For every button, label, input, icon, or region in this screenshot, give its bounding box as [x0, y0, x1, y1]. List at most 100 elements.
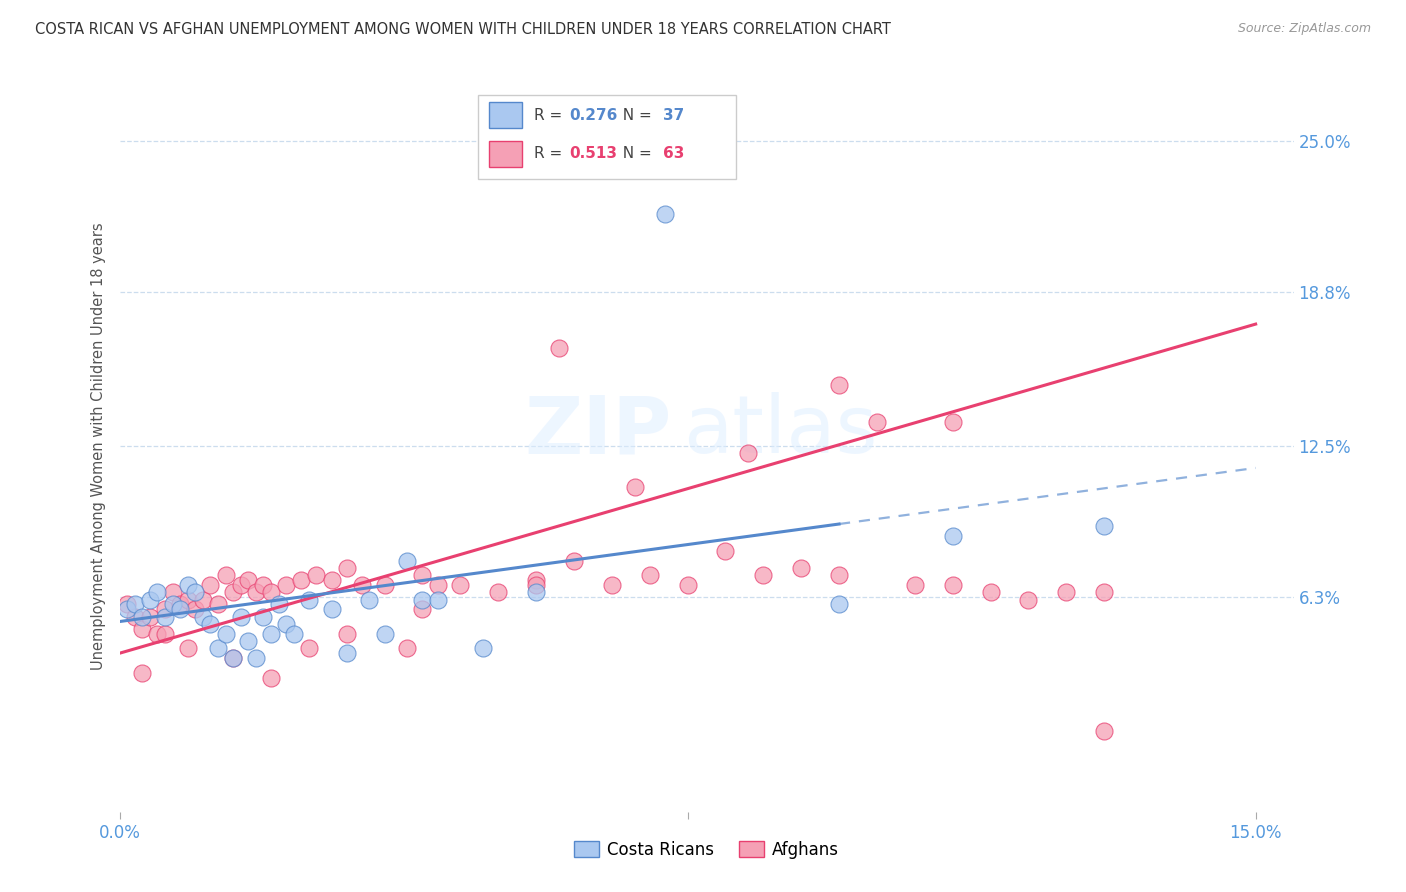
- Point: [411, 592, 433, 607]
- Point: [229, 578, 252, 592]
- Legend: Costa Ricans, Afghans: Costa Ricans, Afghans: [567, 834, 846, 865]
- Point: [290, 573, 312, 587]
- Point: [350, 578, 373, 592]
- Text: 0.513: 0.513: [569, 146, 617, 161]
- Point: [562, 553, 585, 567]
- Text: R =: R =: [534, 108, 567, 122]
- Point: [153, 626, 176, 640]
- Point: [267, 598, 290, 612]
- Point: [115, 598, 138, 612]
- Point: [214, 626, 236, 640]
- Point: [676, 578, 699, 592]
- Point: [752, 568, 775, 582]
- Point: [252, 609, 274, 624]
- Point: [139, 609, 162, 624]
- Point: [176, 592, 198, 607]
- Point: [131, 609, 153, 624]
- Text: N =: N =: [613, 108, 657, 122]
- Text: ZIP: ZIP: [524, 392, 671, 470]
- Point: [139, 592, 162, 607]
- Point: [336, 646, 359, 660]
- Text: N =: N =: [613, 146, 657, 161]
- Point: [1054, 585, 1077, 599]
- FancyBboxPatch shape: [489, 141, 522, 167]
- Text: atlas: atlas: [683, 392, 877, 470]
- Point: [238, 573, 260, 587]
- Point: [162, 598, 184, 612]
- Point: [184, 602, 207, 616]
- Point: [374, 578, 396, 592]
- Point: [321, 602, 343, 616]
- Point: [336, 626, 359, 640]
- Point: [207, 598, 229, 612]
- Point: [153, 602, 176, 616]
- Point: [245, 651, 267, 665]
- Point: [298, 592, 321, 607]
- Point: [146, 585, 169, 599]
- Point: [1017, 592, 1039, 607]
- Point: [828, 568, 851, 582]
- Point: [1092, 585, 1115, 599]
- Point: [222, 585, 245, 599]
- Point: [524, 585, 547, 599]
- Point: [828, 378, 851, 392]
- Point: [260, 671, 283, 685]
- Point: [207, 641, 229, 656]
- Point: [486, 585, 509, 599]
- Point: [298, 641, 321, 656]
- Point: [426, 578, 449, 592]
- Point: [942, 529, 965, 543]
- Point: [146, 626, 169, 640]
- Point: [790, 561, 813, 575]
- Point: [714, 544, 737, 558]
- Point: [426, 592, 449, 607]
- Point: [276, 617, 298, 632]
- Text: 0.276: 0.276: [569, 108, 617, 122]
- Point: [638, 568, 661, 582]
- Point: [1092, 724, 1115, 739]
- Point: [411, 602, 433, 616]
- Text: R =: R =: [534, 146, 567, 161]
- Point: [942, 578, 965, 592]
- Point: [169, 602, 191, 616]
- Point: [131, 622, 153, 636]
- Point: [191, 592, 214, 607]
- Point: [449, 578, 471, 592]
- Text: 63: 63: [664, 146, 685, 161]
- FancyBboxPatch shape: [489, 103, 522, 128]
- Point: [162, 585, 184, 599]
- Text: COSTA RICAN VS AFGHAN UNEMPLOYMENT AMONG WOMEN WITH CHILDREN UNDER 18 YEARS CORR: COSTA RICAN VS AFGHAN UNEMPLOYMENT AMONG…: [35, 22, 891, 37]
- Point: [222, 651, 245, 665]
- Point: [980, 585, 1002, 599]
- Point: [547, 342, 569, 356]
- Point: [169, 598, 191, 612]
- Point: [115, 602, 138, 616]
- Point: [222, 651, 245, 665]
- Point: [654, 207, 676, 221]
- Point: [184, 585, 207, 599]
- Point: [396, 553, 419, 567]
- FancyBboxPatch shape: [478, 95, 735, 179]
- Point: [737, 446, 759, 460]
- Point: [260, 585, 283, 599]
- Point: [200, 617, 222, 632]
- Point: [374, 626, 396, 640]
- Point: [124, 609, 146, 624]
- Point: [828, 598, 851, 612]
- Point: [305, 568, 328, 582]
- Point: [191, 609, 214, 624]
- Point: [176, 641, 198, 656]
- Text: 37: 37: [664, 108, 685, 122]
- Point: [283, 626, 305, 640]
- Point: [131, 665, 153, 680]
- Point: [1092, 519, 1115, 533]
- Y-axis label: Unemployment Among Women with Children Under 18 years: Unemployment Among Women with Children U…: [91, 222, 107, 670]
- Point: [623, 480, 645, 494]
- Point: [153, 609, 176, 624]
- Point: [238, 634, 260, 648]
- Point: [245, 585, 267, 599]
- Point: [276, 578, 298, 592]
- Point: [214, 568, 236, 582]
- Point: [252, 578, 274, 592]
- Point: [524, 573, 547, 587]
